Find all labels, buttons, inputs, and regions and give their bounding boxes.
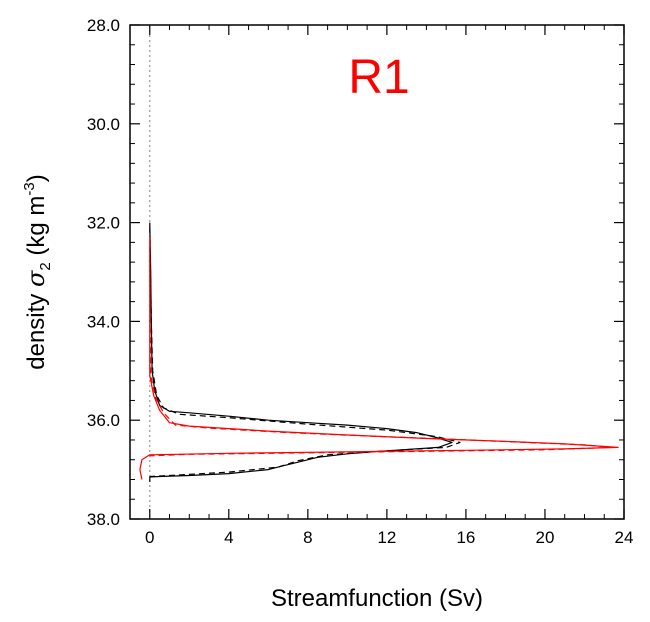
- y-axis-title-units: (kg m: [23, 196, 50, 263]
- y-axis-title-subscript: 2: [37, 262, 54, 270]
- x-tick-label: 24: [615, 528, 634, 547]
- y-axis-title-symbol: σ: [22, 270, 50, 287]
- tick-labels: 0 4 8 12 16 20 24 28.0 30.0 32.0 34.0 36.0 38.0: [87, 16, 634, 547]
- panel-label: R1: [348, 51, 409, 104]
- y-axis-title-prefix: density: [23, 287, 50, 370]
- y-tick-label: 34.0: [87, 312, 120, 331]
- y-axis-title-units-close: ): [23, 174, 50, 182]
- series-line-2: [149, 227, 461, 478]
- x-tick-label: 4: [224, 528, 233, 547]
- y-tick-label: 28.0: [87, 16, 120, 35]
- plot-frame: [129, 24, 625, 520]
- x-tick-label: 0: [145, 528, 154, 547]
- axis-ticks: [129, 24, 625, 520]
- y-tick-label: 30.0: [87, 115, 120, 134]
- x-tick-label: 8: [303, 528, 312, 547]
- series-lines: [139, 222, 619, 482]
- y-tick-label: 36.0: [87, 411, 120, 430]
- y-tick-label: 38.0: [87, 510, 120, 529]
- y-tick-label: 32.0: [87, 214, 120, 233]
- x-tick-label: 20: [535, 528, 554, 547]
- x-tick-label: 12: [377, 528, 396, 547]
- series-line-1: [149, 222, 453, 482]
- series-line-3: [139, 242, 619, 480]
- x-axis-title: Streamfunction (Sv): [271, 585, 483, 612]
- y-axis-title-superscript: -3: [21, 182, 38, 195]
- plot-border: [129, 24, 625, 520]
- x-tick-label: 16: [456, 528, 475, 547]
- y-axis-title: density σ2 (kg m-3): [21, 174, 54, 369]
- series-line-4: [149, 237, 613, 457]
